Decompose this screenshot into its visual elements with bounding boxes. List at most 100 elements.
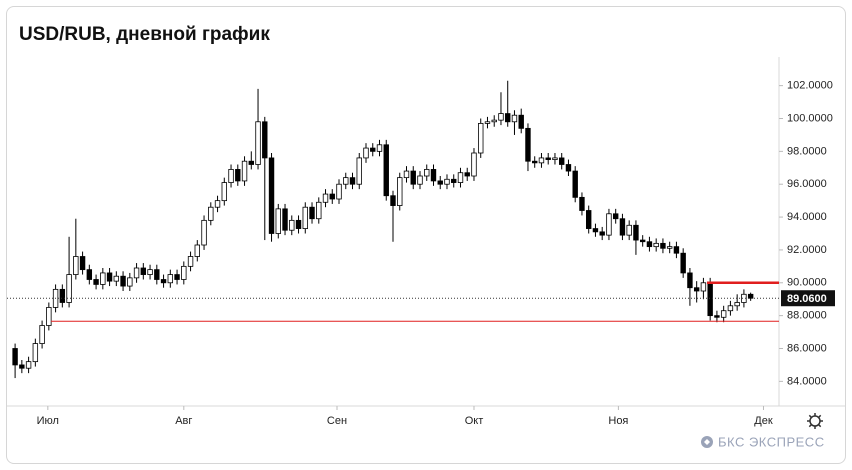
candle-body: [336, 183, 342, 200]
candle-body: [498, 113, 504, 121]
candle-body: [39, 325, 45, 344]
candle-body: [370, 147, 376, 152]
y-tick-label: 86.0000: [787, 342, 827, 354]
candle-body: [255, 121, 261, 165]
candle-body: [93, 279, 99, 285]
x-tick-label: Ноя: [608, 415, 628, 427]
last-price-label: 89.0600: [787, 293, 827, 305]
candle-body: [478, 123, 484, 154]
candle-body: [646, 241, 653, 248]
y-tick-label: 90.0000: [787, 277, 827, 289]
candle-body: [106, 272, 113, 282]
candle-body: [511, 114, 518, 123]
y-tick-label: 84.0000: [787, 375, 827, 387]
candle-body: [100, 272, 106, 285]
candle-body: [714, 315, 720, 318]
candle-body: [383, 144, 389, 197]
candle-body: [505, 113, 511, 123]
chart: USD/RUB, дневной график БКС ЭКСПРЕСС 84.…: [7, 24, 845, 449]
candle-body: [376, 144, 383, 152]
candle-body: [187, 256, 194, 267]
candle-body: [235, 169, 241, 182]
candle-body: [687, 272, 693, 289]
candle-body: [484, 121, 491, 124]
candle-body: [228, 169, 234, 183]
y-tick-label: 94.0000: [787, 211, 827, 223]
candle-body: [181, 265, 187, 280]
brand-logo: [701, 436, 713, 448]
candle-body: [343, 177, 349, 185]
y-tick-label: 98.0000: [787, 145, 827, 157]
candle-body: [545, 157, 551, 160]
candle-body: [437, 180, 443, 185]
candle-body: [241, 160, 248, 182]
candle-body: [518, 114, 524, 129]
candle-body: [363, 147, 369, 159]
candle-body: [140, 267, 147, 275]
candle-body: [552, 157, 558, 160]
candle-body: [214, 200, 221, 208]
candle-body: [653, 242, 659, 248]
candle-body: [390, 195, 396, 206]
candle-body: [592, 228, 599, 233]
candle-body: [585, 210, 592, 229]
candle-body: [268, 157, 275, 234]
candle-body: [612, 213, 619, 220]
candle-body: [491, 119, 497, 123]
candle-body: [32, 343, 39, 363]
candle-body: [680, 252, 686, 274]
candle-body: [295, 219, 302, 229]
candles: [12, 80, 754, 379]
candle-body: [79, 256, 86, 271]
candle-body: [666, 246, 673, 249]
y-tick-label: 92.0000: [787, 244, 827, 256]
candle-body: [565, 164, 572, 172]
candle-body: [73, 256, 79, 275]
candle-body: [410, 170, 416, 185]
candle-body: [693, 287, 700, 292]
candle-body: [120, 275, 126, 287]
candle-body: [444, 178, 450, 185]
candle-body: [275, 208, 281, 234]
candle-body: [127, 277, 133, 287]
candle-body: [572, 170, 578, 198]
candle-body: [356, 157, 362, 185]
candle-body: [322, 193, 329, 203]
candle-body: [619, 218, 626, 236]
candle-body: [289, 219, 295, 231]
candle-body: [579, 196, 585, 211]
candle-body: [154, 269, 160, 280]
candle-body: [424, 169, 430, 177]
candle-body: [430, 169, 437, 182]
candle-body: [606, 213, 612, 236]
candle-body: [316, 201, 322, 220]
candle-body: [471, 152, 477, 177]
candle-body: [302, 206, 308, 229]
candle-body: [538, 157, 545, 164]
candle-body: [673, 246, 680, 254]
settings-icon[interactable]: [807, 413, 823, 429]
candle-body: [747, 293, 754, 299]
candle-body: [626, 224, 632, 236]
candle-body: [194, 244, 201, 257]
candle-body: [727, 305, 734, 312]
candle-body: [86, 269, 93, 280]
candle-body: [349, 177, 356, 185]
candle-body: [741, 293, 747, 303]
candle-body: [282, 208, 288, 231]
candle-body: [559, 157, 565, 165]
candle-body: [147, 269, 153, 275]
candle-body: [525, 127, 531, 162]
candle-body: [707, 282, 713, 317]
candle-body: [160, 279, 167, 284]
candle-body: [532, 160, 538, 164]
y-tick-label: 88.0000: [787, 310, 827, 322]
x-tick-label: Авг: [175, 415, 192, 427]
candle-body: [12, 348, 18, 366]
candle-body: [59, 288, 66, 303]
candle-body: [221, 182, 227, 202]
candle-body: [66, 274, 72, 303]
candle-body: [46, 307, 52, 326]
chart-title: USD/RUB, дневной график: [19, 24, 270, 45]
candle-body: [660, 242, 666, 249]
